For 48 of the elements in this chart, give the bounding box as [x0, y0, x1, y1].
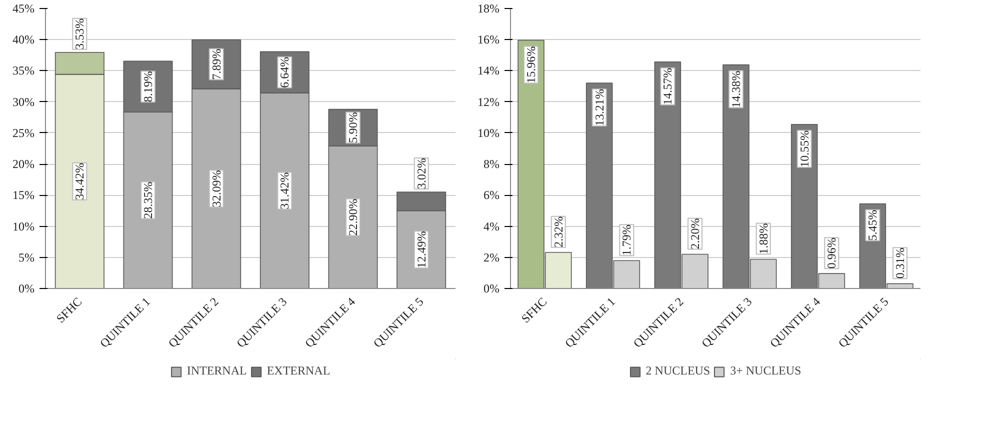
- y-tick-label: 30%: [12, 94, 35, 109]
- y-tick-label: 25%: [12, 126, 35, 140]
- legend-label: 2 NUCLEUS: [646, 364, 710, 378]
- y-tick-label: 12%: [478, 94, 500, 109]
- y-tick-label: 10%: [12, 219, 35, 234]
- data-label: 34.42%: [72, 162, 87, 200]
- data-label: 3.02%: [414, 158, 428, 189]
- data-label: 22.90%: [346, 198, 360, 236]
- y-tick-label: 14%: [478, 64, 500, 78]
- y-tick-label: 35%: [12, 64, 35, 78]
- data-label: 32.09%: [209, 170, 224, 208]
- y-tick-label: 6%: [484, 188, 500, 202]
- data-label: 12.49%: [414, 231, 428, 268]
- y-tick-label: 18%: [478, 2, 500, 16]
- data-label: 5.45%: [866, 210, 880, 241]
- legend-label: 3+ NUCLEUS: [730, 364, 802, 378]
- y-tick-label: 15%: [12, 188, 35, 202]
- data-label: 31.42%: [278, 172, 292, 210]
- data-label: 28.35%: [141, 182, 155, 219]
- data-label: 3.53%: [72, 18, 87, 50]
- data-label: 7.89%: [209, 48, 224, 80]
- y-tick-label: 5%: [18, 250, 35, 264]
- data-label: 5.90%: [346, 112, 360, 144]
- data-label: 1.88%: [756, 223, 770, 254]
- data-label: 14.38%: [729, 70, 743, 108]
- y-tick-label: 8%: [484, 157, 500, 172]
- y-tick-label: 16%: [478, 32, 500, 47]
- y-tick-label: 4%: [484, 219, 500, 234]
- data-label: 13.21%: [592, 89, 606, 126]
- y-tick-label: 10%: [478, 126, 500, 140]
- data-label: 14.57%: [660, 68, 675, 105]
- y-tick-label: 2%: [484, 250, 500, 264]
- data-label: 0.31%: [893, 248, 907, 279]
- data-label: 10.55%: [797, 130, 812, 168]
- data-label: 6.64%: [278, 56, 292, 88]
- data-label: 2.20%: [688, 218, 702, 250]
- y-tick-label: 45%: [12, 2, 35, 16]
- legend-label: INTERNAL: [186, 364, 247, 378]
- data-label: 15.96%: [524, 46, 538, 84]
- legend-label: EXTERNAL: [266, 364, 330, 378]
- y-tick-label: 0%: [18, 282, 35, 296]
- y-tick-label: 20%: [12, 157, 35, 172]
- y-tick-label: 0%: [484, 282, 500, 296]
- data-label: 0.96%: [824, 238, 839, 269]
- y-tick-label: 40%: [12, 32, 35, 47]
- data-label: 2.32%: [551, 216, 566, 248]
- data-label: 1.79%: [620, 224, 634, 256]
- data-label: 8.19%: [141, 71, 155, 102]
